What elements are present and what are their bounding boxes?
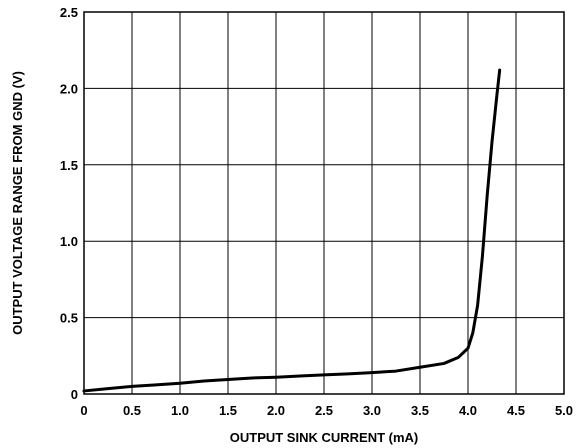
x-tick-label: 2.5 bbox=[315, 403, 333, 418]
y-axis-title: OUTPUT VOLTAGE RANGE FROM GND (V) bbox=[10, 71, 25, 335]
grid bbox=[83, 11, 565, 395]
x-axis-title: OUTPUT SINK CURRENT (mA) bbox=[230, 430, 419, 445]
series-layer bbox=[82, 68, 502, 393]
y-tick-label: 1.0 bbox=[60, 234, 78, 249]
x-tick-label: 4.0 bbox=[459, 403, 477, 418]
y-tick-label: 0.5 bbox=[60, 311, 78, 326]
y-tick-label: 2.5 bbox=[60, 5, 78, 20]
x-tick-label: 2.0 bbox=[267, 403, 285, 418]
x-tick-label: 0.5 bbox=[123, 403, 141, 418]
y-tick-labels: 0 0.5 1.0 1.5 2.0 2.5 bbox=[60, 5, 78, 402]
y-tick-label: 2.0 bbox=[60, 81, 78, 96]
y-tick-label: 1.5 bbox=[60, 158, 78, 173]
x-tick-label: 0 bbox=[80, 403, 87, 418]
series-line-0 bbox=[82, 68, 502, 393]
x-tick-labels: 0 0.5 1.0 1.5 2.0 2.5 3.0 3.5 4.0 4.5 5.0 bbox=[80, 403, 573, 418]
x-tick-label: 5.0 bbox=[555, 403, 573, 418]
plot-frame bbox=[83, 11, 565, 395]
y-tick-label: 0 bbox=[71, 387, 78, 402]
x-tick-label: 4.5 bbox=[507, 403, 525, 418]
x-tick-label: 1.0 bbox=[171, 403, 189, 418]
x-tick-label: 3.0 bbox=[363, 403, 381, 418]
x-tick-label: 1.5 bbox=[219, 403, 237, 418]
x-tick-label: 3.5 bbox=[411, 403, 429, 418]
